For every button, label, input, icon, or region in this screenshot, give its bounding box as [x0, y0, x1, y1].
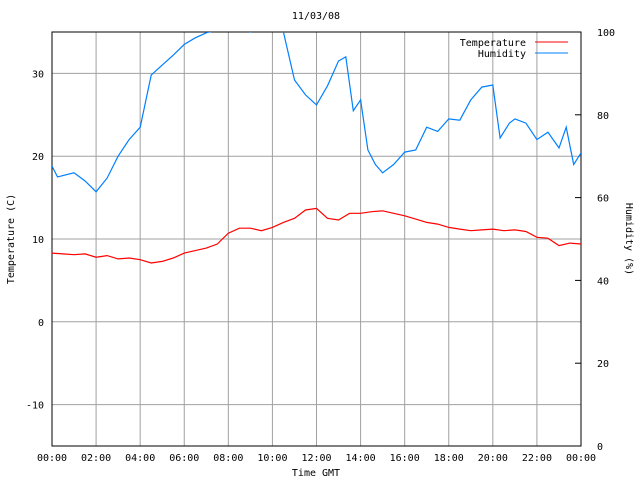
y2-axis-label: Humidity (%)	[623, 203, 634, 275]
grid	[52, 32, 581, 446]
y-tick-label: -10	[26, 401, 44, 412]
x-tick-label: 04:00	[125, 453, 155, 464]
x-axis-label: Time GMT	[292, 468, 340, 479]
axis-ticks: 00:00 02:00 04:00 06:00 08:00 10:00 12:00 14:00…	[26, 28, 615, 464]
x-tick-label: 12:00	[301, 453, 331, 464]
series-layer	[52, 32, 581, 264]
x-tick-label: 02:00	[81, 453, 111, 464]
x-tick-label: 20:00	[478, 453, 508, 464]
y2-tick-label: 20	[597, 359, 609, 370]
x-tick-label: 08:00	[213, 453, 243, 464]
x-tick-label: 22:00	[522, 453, 552, 464]
y-tick-label: 30	[32, 69, 44, 80]
x-tick-label: 14:00	[346, 453, 376, 464]
x-tick-label: 00:00	[37, 453, 67, 464]
legend-label-temperature: Temperature	[460, 38, 526, 49]
legend: Temperature Humidity	[460, 38, 568, 60]
y2-tick-label: 100	[597, 28, 615, 39]
y2-tick-label: 40	[597, 276, 609, 287]
y-axis-label: Temperature (C)	[6, 194, 17, 284]
x-tick-label: 18:00	[434, 453, 464, 464]
x-tick-label: 10:00	[257, 453, 287, 464]
series-line-temperature	[52, 207, 581, 264]
chart-title: 11/03/08	[292, 11, 340, 22]
y-tick-label: 0	[38, 318, 44, 329]
y-tick-label: 20	[32, 152, 44, 163]
y2-tick-label: 80	[597, 111, 609, 122]
series-line-humidity	[52, 32, 581, 193]
x-tick-label: 00:00	[566, 453, 596, 464]
legend-label-humidity: Humidity	[478, 49, 526, 60]
y2-tick-label: 0	[597, 442, 603, 453]
y-tick-label: 10	[32, 235, 44, 246]
plot-frame	[51, 31, 582, 447]
x-tick-label: 06:00	[169, 453, 199, 464]
x-tick-label: 16:00	[390, 453, 420, 464]
y2-tick-label: 60	[597, 194, 609, 205]
